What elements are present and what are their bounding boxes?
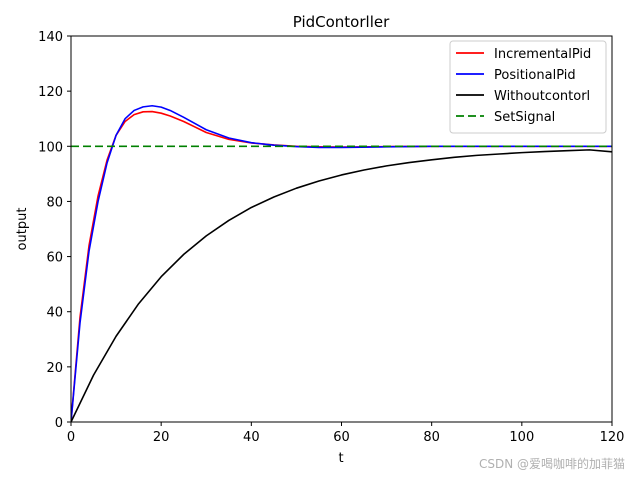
- x-tick-label: 80: [423, 430, 440, 445]
- x-tick-label: 0: [67, 430, 75, 445]
- x-tick-label: 60: [333, 430, 350, 445]
- y-tick-label: 40: [46, 306, 63, 321]
- x-tick-label: 20: [153, 430, 170, 445]
- chart-title: PidContorller: [293, 13, 390, 31]
- x-tick-label: 100: [509, 430, 534, 445]
- y-tick-label: 80: [46, 195, 63, 210]
- legend-label: PositionalPid: [494, 68, 576, 83]
- x-axis-label: t: [338, 451, 343, 466]
- y-tick-label: 100: [38, 140, 63, 155]
- legend-label: SetSignal: [494, 110, 555, 125]
- x-axis: 0 20 40 60 80 100 120: [67, 422, 625, 445]
- y-tick-label: 20: [46, 361, 63, 376]
- legend-box: [449, 40, 607, 134]
- series-line-positionalpid: [71, 104, 612, 422]
- y-tick-label: 60: [46, 251, 63, 266]
- watermark-text: CSDN @爱喝咖啡的加菲猫: [479, 456, 625, 471]
- series-line-incrementalpid: [71, 110, 612, 422]
- y-tick-label: 0: [55, 416, 63, 431]
- plot-lines: [71, 104, 612, 422]
- legend-label: IncrementalPid: [494, 47, 591, 62]
- series-line-withoutcontorl: [71, 149, 612, 422]
- y-tick-label: 120: [38, 85, 63, 100]
- x-tick-label: 40: [243, 430, 260, 445]
- legend-label: Withoutcontorl: [494, 89, 590, 104]
- y-axis: 0 20 40 60 80 100 120 140: [38, 30, 71, 431]
- x-tick-label: 120: [600, 430, 625, 445]
- y-axis-label: output: [15, 208, 30, 251]
- y-tick-label: 140: [38, 30, 63, 45]
- legend: IncrementalPid PositionalPid Withoutcontor…: [449, 40, 607, 134]
